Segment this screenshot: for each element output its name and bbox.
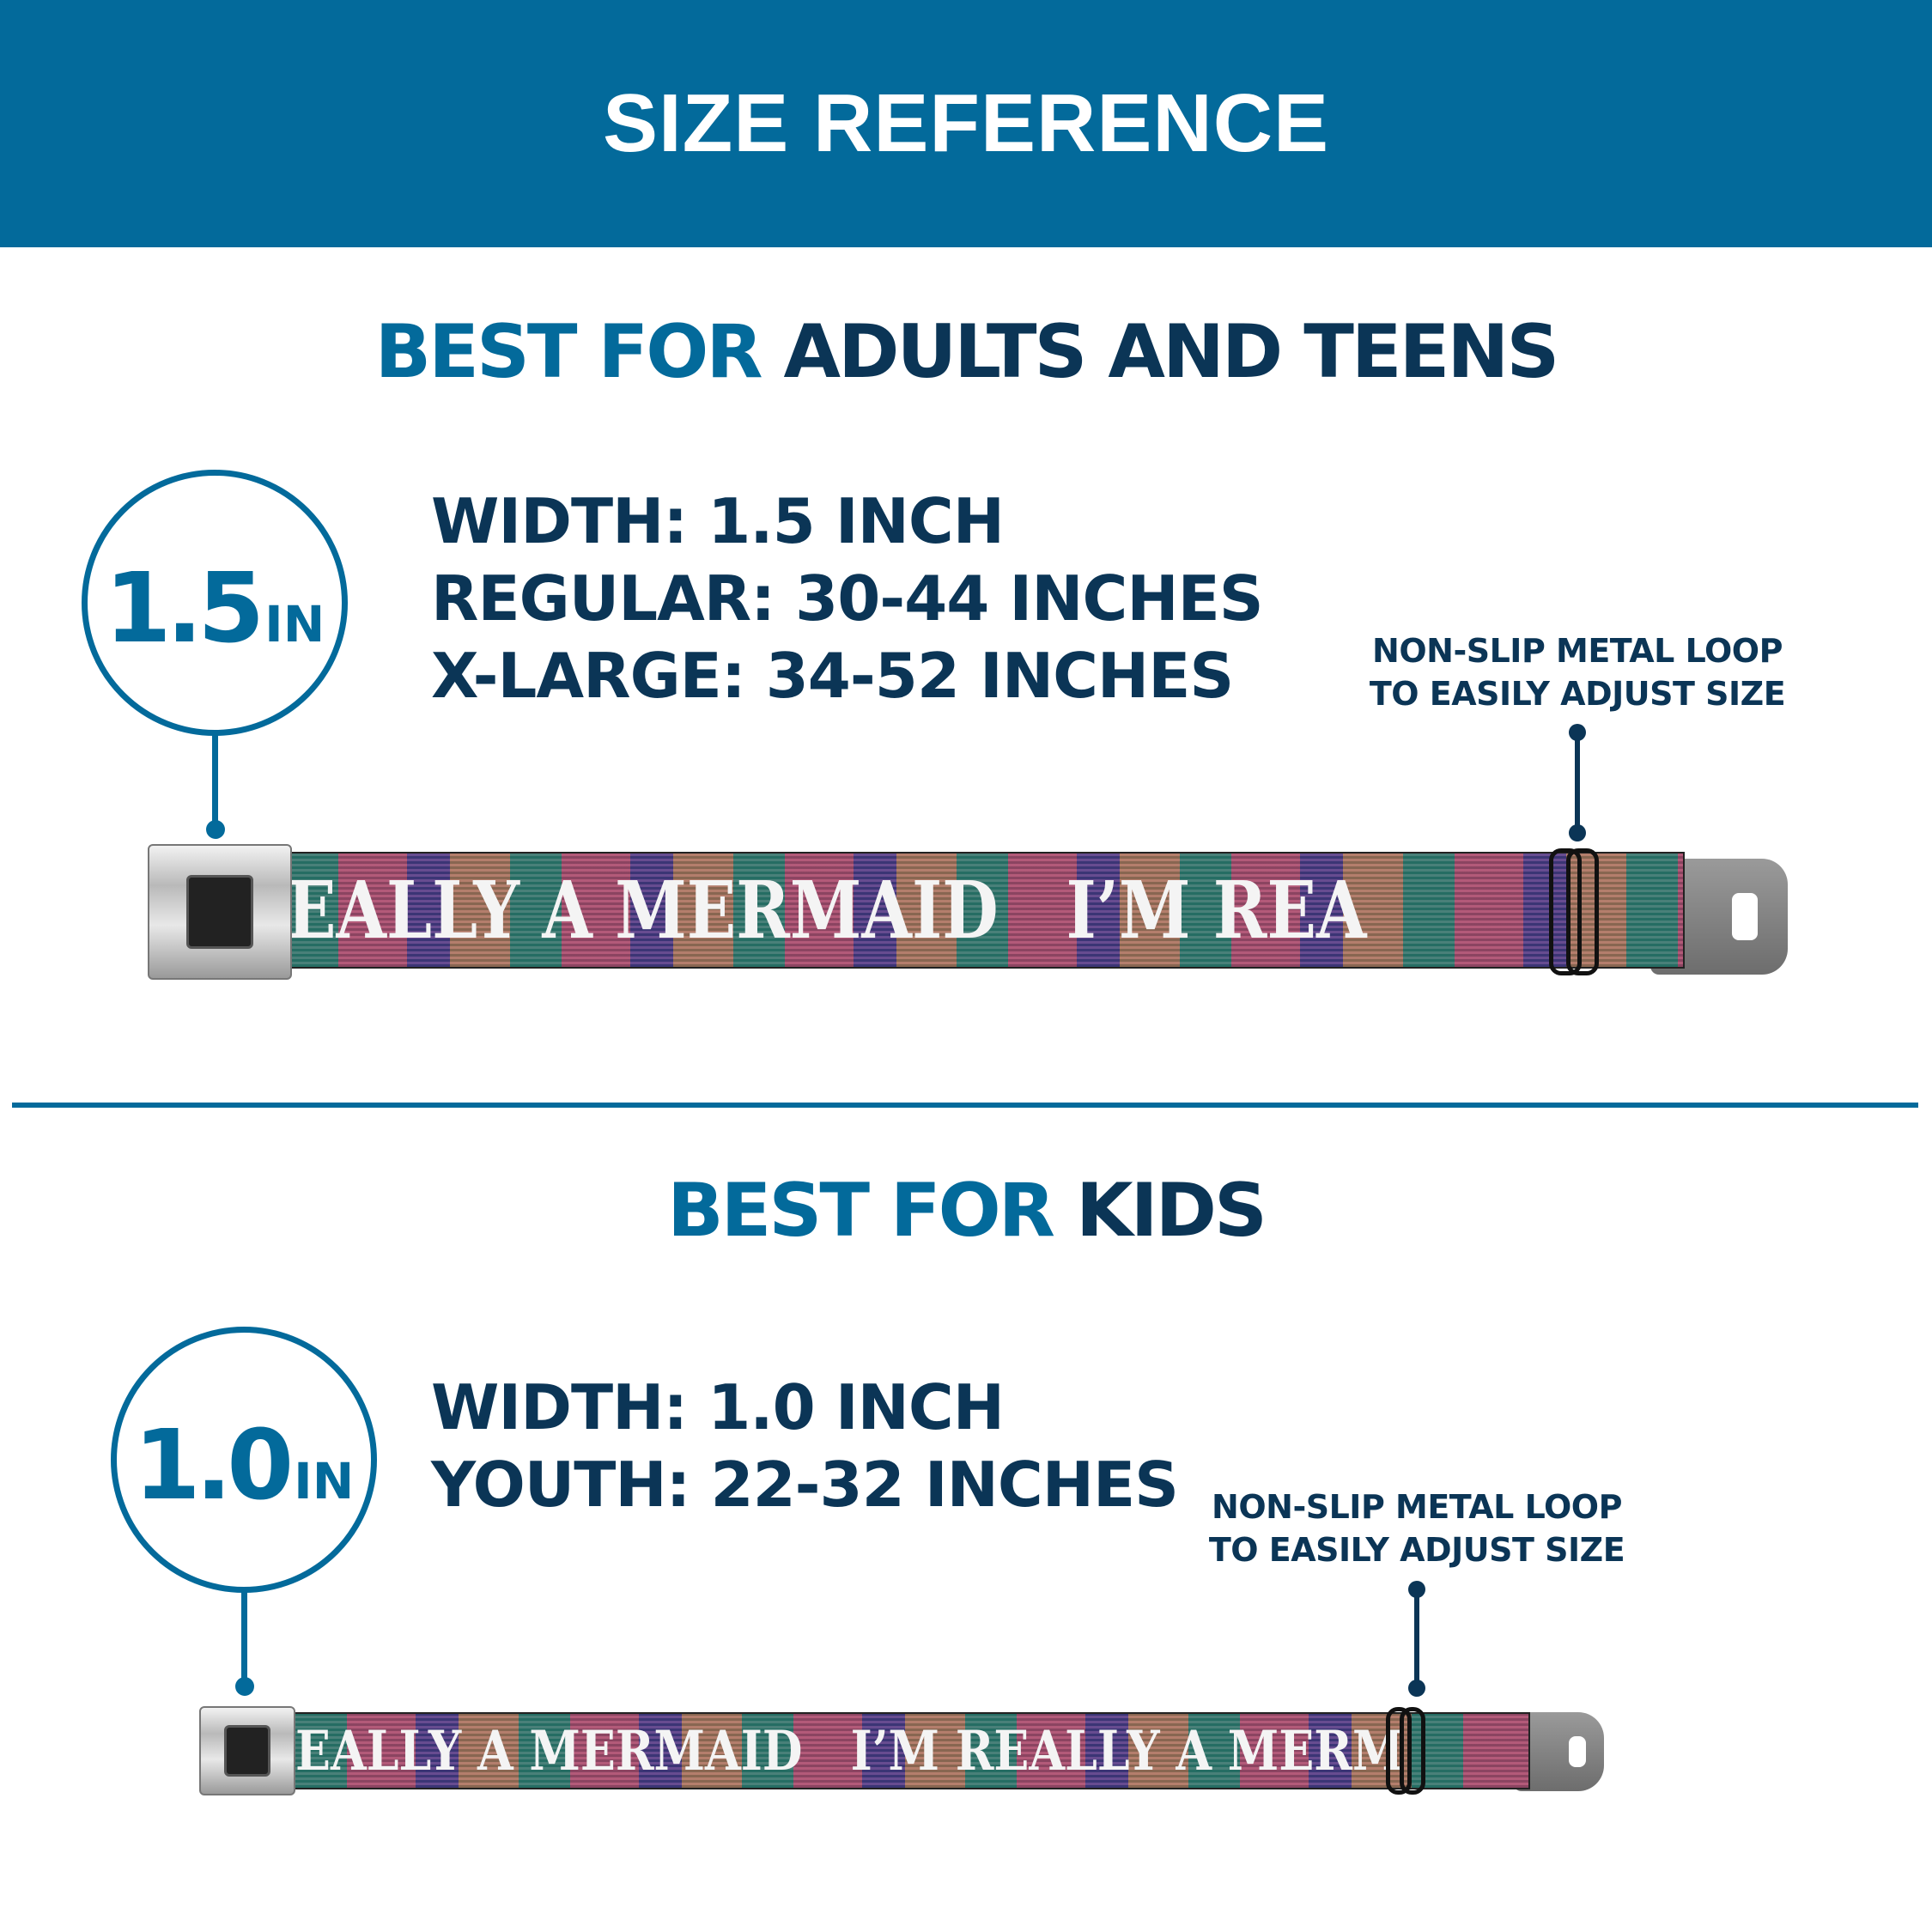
adult-belt-image: EALLY A MERMAID I’M REA <box>148 841 1796 983</box>
note-connector <box>1575 730 1580 833</box>
buckle-logo <box>186 875 253 949</box>
width-badge-adult: 1.5 IN <box>82 470 348 736</box>
belt-print: EALLY A MERMAID I’M REALLY A MERM <box>295 1718 1404 1783</box>
kids-belt-image: EALLY A MERMAID I’M REALLY A MERM <box>199 1704 1607 1798</box>
adult-heading: BEST FOR ADULTS AND TEENS <box>0 309 1932 395</box>
badge-connector-dot <box>235 1677 254 1696</box>
note-line: TO EASILY ADJUST SIZE <box>1208 1531 1625 1569</box>
note-line: NON-SLIP METAL LOOP <box>1212 1488 1622 1526</box>
buckle <box>148 844 292 980</box>
badge-connector <box>212 734 218 829</box>
kids-heading: BEST FOR KIDS <box>0 1168 1932 1254</box>
width-badge-kids: 1.0 IN <box>111 1327 377 1593</box>
page-title: SIZE REFERENCE <box>602 77 1330 169</box>
note-connector <box>1414 1587 1419 1688</box>
note-line: NON-SLIP METAL LOOP <box>1372 632 1783 670</box>
metal-loop <box>1386 1707 1412 1795</box>
adult-loop-note: NON-SLIP METAL LOOP TO EASILY ADJUST SIZ… <box>1320 629 1835 715</box>
tongue-slot <box>1569 1736 1586 1767</box>
section-divider <box>12 1103 1918 1108</box>
spec-youth: YOUTH: 22-32 INCHES <box>431 1449 1179 1521</box>
metal-loop <box>1549 848 1582 975</box>
adult-heading-accent: BEST FOR <box>374 309 763 395</box>
spec-regular: REGULAR: 30-44 INCHES <box>431 562 1264 635</box>
note-line: TO EASILY ADJUST SIZE <box>1369 675 1786 713</box>
kids-heading-accent: BEST FOR <box>667 1168 1055 1254</box>
badge-unit: IN <box>294 1452 355 1510</box>
metal-loop <box>1566 848 1599 975</box>
badge-connector-dot <box>206 820 225 839</box>
buckle-logo <box>224 1725 270 1777</box>
spec-xlarge: X-LARGE: 34-52 INCHES <box>431 640 1234 712</box>
spec-width: WIDTH: 1.0 INCH <box>431 1371 1005 1443</box>
kids-heading-main: KIDS <box>1075 1168 1267 1254</box>
header-banner <box>0 0 1932 247</box>
badge-value: 1.0 <box>133 1410 294 1522</box>
note-connector-dot <box>1569 824 1586 841</box>
buckle <box>199 1706 295 1795</box>
metal-loop <box>1400 1707 1425 1795</box>
belt-strap: EALLY A MERMAID I’M REA <box>285 852 1685 969</box>
spec-width: WIDTH: 1.5 INCH <box>431 485 1005 557</box>
note-connector-dot <box>1408 1680 1425 1697</box>
belt-strap: EALLY A MERMAID I’M REALLY A MERM <box>294 1712 1530 1789</box>
belt-print: EALLY A MERMAID I’M REA <box>287 864 1367 957</box>
adult-heading-main: ADULTS AND TEENS <box>783 309 1560 395</box>
badge-value: 1.5 <box>104 553 264 665</box>
adult-specs: WIDTH: 1.5 INCH REGULAR: 30-44 INCHES X-… <box>431 483 1264 714</box>
badge-unit: IN <box>264 595 325 653</box>
kids-specs: WIDTH: 1.0 INCH YOUTH: 22-32 INCHES <box>431 1369 1179 1523</box>
tongue-slot <box>1732 893 1758 940</box>
badge-connector <box>241 1591 247 1686</box>
kids-loop-note: NON-SLIP METAL LOOP TO EASILY ADJUST SIZ… <box>1159 1485 1674 1571</box>
